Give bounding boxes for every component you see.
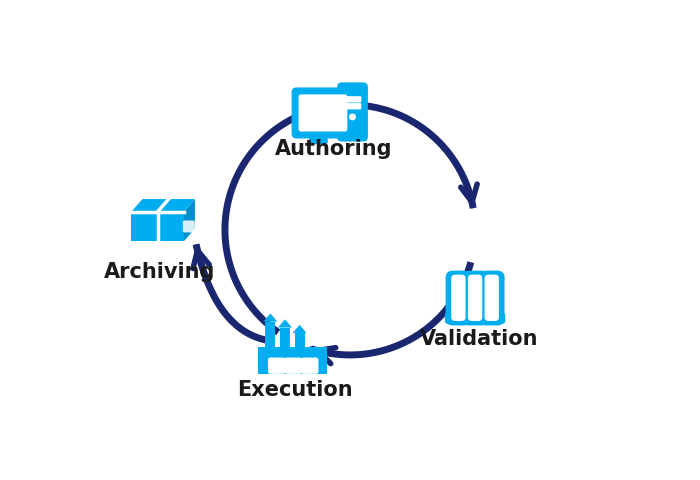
FancyBboxPatch shape <box>284 358 302 374</box>
Polygon shape <box>132 200 195 212</box>
Polygon shape <box>263 314 277 322</box>
FancyBboxPatch shape <box>301 358 318 374</box>
FancyBboxPatch shape <box>344 104 361 110</box>
FancyBboxPatch shape <box>299 95 347 132</box>
Bar <box>258 347 327 374</box>
FancyBboxPatch shape <box>479 271 505 326</box>
FancyBboxPatch shape <box>468 275 482 321</box>
Text: Execution: Execution <box>237 379 353 399</box>
FancyBboxPatch shape <box>309 138 328 145</box>
FancyBboxPatch shape <box>268 358 286 374</box>
Polygon shape <box>293 325 307 333</box>
Text: Archiving: Archiving <box>104 262 216 282</box>
Bar <box>499 276 503 322</box>
Bar <box>318 133 323 142</box>
Polygon shape <box>278 320 292 328</box>
Bar <box>295 333 304 347</box>
Text: Validation: Validation <box>420 329 538 349</box>
FancyBboxPatch shape <box>445 313 505 324</box>
FancyBboxPatch shape <box>344 97 361 103</box>
FancyBboxPatch shape <box>446 275 504 281</box>
Circle shape <box>350 115 356 120</box>
FancyBboxPatch shape <box>337 83 368 142</box>
Bar <box>265 322 275 347</box>
Bar <box>280 328 290 347</box>
Text: Authoring: Authoring <box>274 138 392 158</box>
FancyBboxPatch shape <box>292 88 354 139</box>
Bar <box>447 276 451 322</box>
FancyBboxPatch shape <box>452 275 466 321</box>
Polygon shape <box>132 212 184 242</box>
FancyBboxPatch shape <box>462 271 488 326</box>
Polygon shape <box>184 200 195 242</box>
FancyBboxPatch shape <box>183 221 195 233</box>
FancyBboxPatch shape <box>484 275 499 321</box>
FancyBboxPatch shape <box>446 271 471 326</box>
